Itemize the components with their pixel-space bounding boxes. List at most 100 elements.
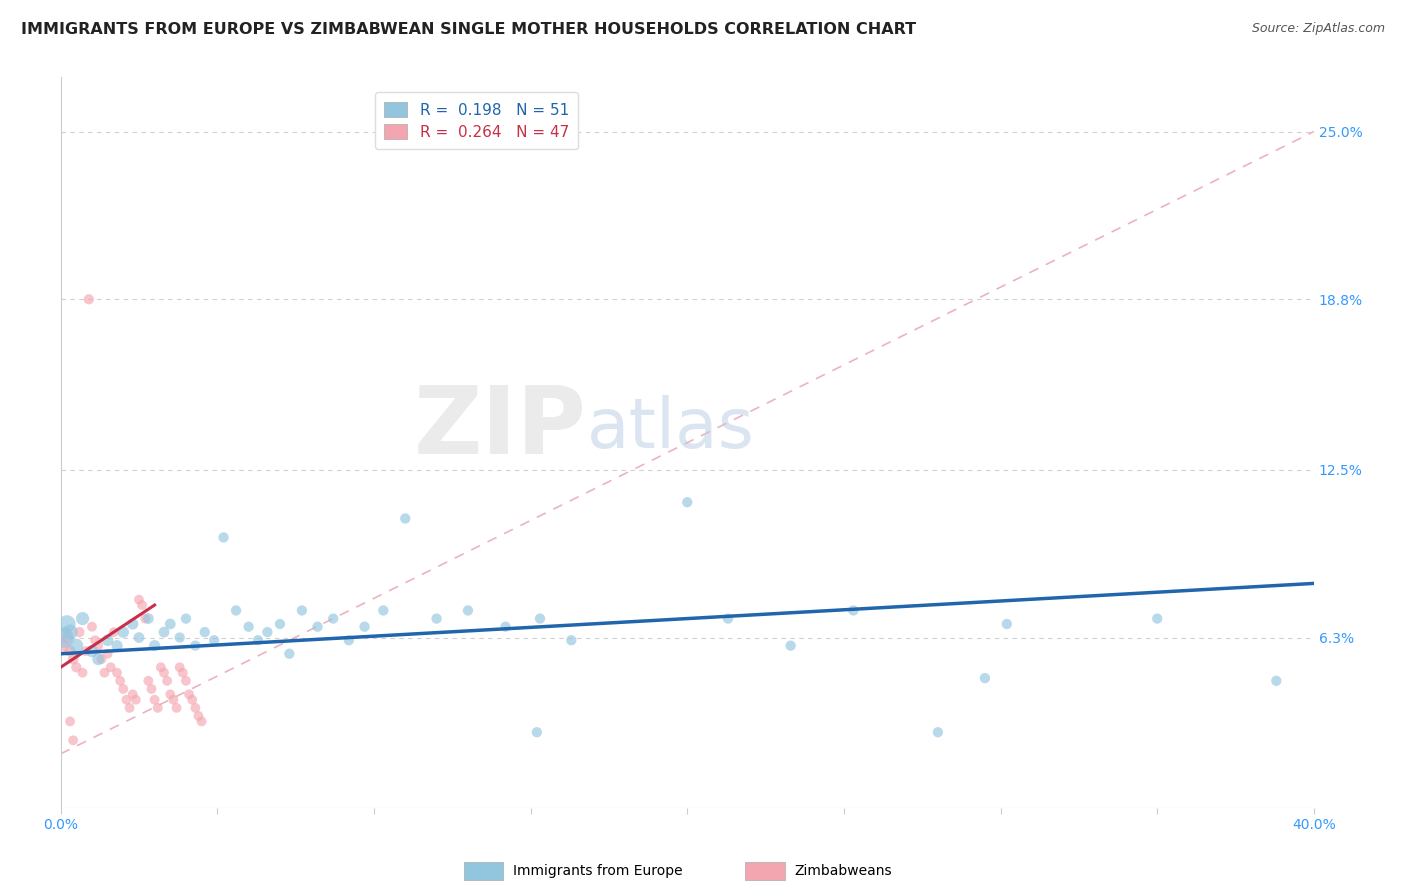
- Point: [141, 681, 163, 696]
- Point: [373, 603, 395, 617]
- Point: [87, 652, 110, 666]
- Point: [238, 620, 260, 634]
- Point: [190, 714, 212, 729]
- Point: [103, 625, 125, 640]
- Point: [59, 644, 82, 658]
- Point: [717, 611, 740, 625]
- Point: [187, 709, 209, 723]
- Point: [159, 687, 181, 701]
- Point: [202, 633, 225, 648]
- Point: [529, 611, 551, 625]
- Point: [59, 714, 82, 729]
- Point: [138, 673, 160, 688]
- Point: [159, 617, 181, 632]
- Point: [59, 625, 82, 640]
- Point: [394, 511, 416, 525]
- Point: [166, 701, 188, 715]
- Point: [52, 639, 75, 653]
- Point: [80, 620, 103, 634]
- Point: [184, 701, 207, 715]
- Point: [153, 625, 176, 640]
- Point: [1265, 673, 1288, 688]
- Text: Zimbabweans: Zimbabweans: [794, 863, 891, 878]
- Point: [184, 639, 207, 653]
- Point: [62, 733, 84, 747]
- Point: [65, 660, 87, 674]
- Point: [62, 652, 84, 666]
- Text: ZIP: ZIP: [415, 382, 586, 475]
- Point: [560, 633, 582, 648]
- Point: [149, 660, 172, 674]
- Point: [426, 611, 449, 625]
- Point: [105, 665, 128, 680]
- Point: [138, 611, 160, 625]
- Point: [75, 644, 97, 658]
- Point: [131, 598, 153, 612]
- Point: [65, 639, 87, 653]
- Point: [118, 701, 141, 715]
- Text: Source: ZipAtlas.com: Source: ZipAtlas.com: [1251, 22, 1385, 36]
- Point: [56, 617, 79, 632]
- Point: [1146, 611, 1168, 625]
- Point: [337, 633, 360, 648]
- Point: [97, 647, 120, 661]
- Point: [1396, 152, 1406, 166]
- Point: [128, 631, 150, 645]
- Point: [93, 665, 115, 680]
- Point: [291, 603, 314, 617]
- Point: [181, 692, 204, 706]
- Point: [52, 631, 75, 645]
- Point: [676, 495, 699, 509]
- Point: [146, 701, 169, 715]
- Point: [87, 639, 110, 653]
- Point: [67, 625, 90, 640]
- Point: [457, 603, 479, 617]
- Text: IMMIGRANTS FROM EUROPE VS ZIMBABWEAN SINGLE MOTHER HOUSEHOLDS CORRELATION CHART: IMMIGRANTS FROM EUROPE VS ZIMBABWEAN SIN…: [21, 22, 917, 37]
- Point: [153, 665, 176, 680]
- Point: [105, 639, 128, 653]
- Point: [125, 692, 148, 706]
- Point: [247, 633, 270, 648]
- Point: [100, 660, 122, 674]
- Point: [212, 530, 235, 544]
- Point: [134, 611, 156, 625]
- Point: [108, 673, 131, 688]
- Point: [121, 617, 143, 632]
- Point: [225, 603, 247, 617]
- Point: [174, 673, 197, 688]
- Point: [90, 652, 112, 666]
- Point: [174, 611, 197, 625]
- Point: [927, 725, 949, 739]
- Point: [842, 603, 865, 617]
- Point: [80, 644, 103, 658]
- Point: [115, 692, 138, 706]
- Point: [169, 631, 191, 645]
- Point: [995, 617, 1018, 632]
- Legend: R =  0.198   N = 51, R =  0.264   N = 47: R = 0.198 N = 51, R = 0.264 N = 47: [375, 93, 578, 149]
- Point: [322, 611, 344, 625]
- Point: [172, 665, 194, 680]
- Point: [974, 671, 997, 685]
- Text: Immigrants from Europe: Immigrants from Europe: [513, 863, 683, 878]
- Point: [156, 673, 179, 688]
- Point: [128, 592, 150, 607]
- Point: [121, 687, 143, 701]
- Point: [278, 647, 301, 661]
- Point: [307, 620, 329, 634]
- Point: [112, 625, 135, 640]
- Point: [269, 617, 291, 632]
- Point: [97, 633, 120, 648]
- Point: [72, 611, 94, 625]
- Point: [256, 625, 278, 640]
- Point: [143, 692, 166, 706]
- Point: [77, 293, 100, 307]
- Point: [56, 631, 79, 645]
- Point: [143, 639, 166, 653]
- Point: [779, 639, 801, 653]
- Point: [84, 633, 107, 648]
- Text: atlas: atlas: [586, 394, 755, 461]
- Point: [72, 665, 94, 680]
- Point: [169, 660, 191, 674]
- Point: [177, 687, 200, 701]
- Point: [353, 620, 375, 634]
